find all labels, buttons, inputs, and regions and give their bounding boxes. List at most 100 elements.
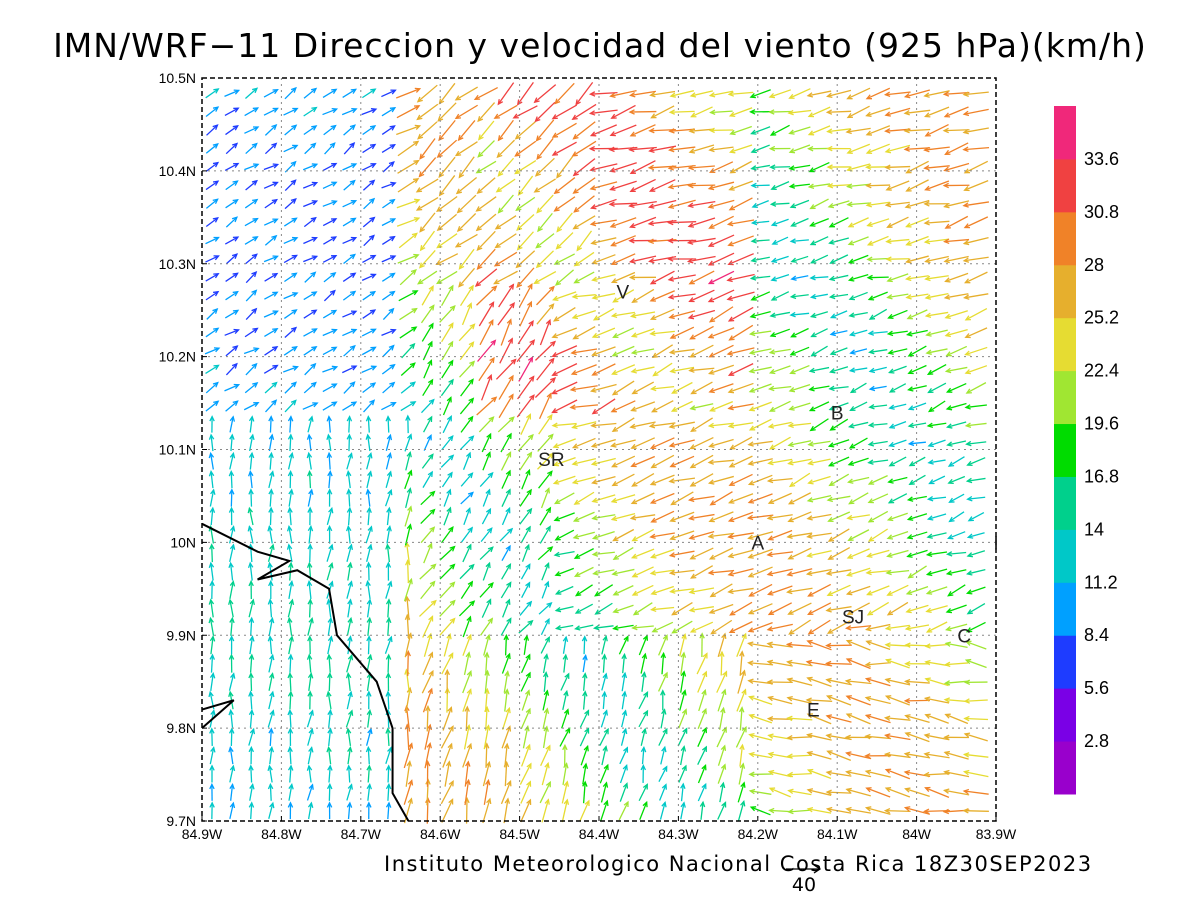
wind-arrow [395,88,421,99]
wind-arrowhead [554,280,562,286]
wind-arrowhead [525,671,531,679]
wind-arrow [829,386,849,390]
wind-arrow [269,489,273,507]
wind-arrow [553,291,577,301]
wind-arrow [537,453,554,470]
wind-arrow [708,459,735,464]
wind-arrowhead [545,780,551,788]
wind-arrowhead [366,764,372,771]
wind-arrowhead [369,197,376,204]
wind-arrowhead [687,222,695,228]
wind-arrowhead [848,443,856,449]
wind-arrow [284,327,297,339]
wind-arrow [205,88,219,99]
wind-arrowhead [689,463,696,469]
wind-arrowhead [825,806,833,813]
wind-arrowhead [426,632,433,640]
wind-arrowhead [648,127,655,134]
wind-arrow [966,382,987,394]
wind-arrow [729,455,753,468]
wind-arrow [249,563,253,581]
wind-arrow [963,91,989,96]
wind-arrow [708,270,735,285]
wind-arrowhead [448,725,454,732]
wind-arrowhead [213,88,220,94]
wind-arrowhead [505,598,511,605]
wind-arrowhead [602,672,608,679]
wind-arrowhead [629,222,636,229]
wind-arrow [630,178,656,192]
wind-arrowhead [707,369,715,375]
wind-arrowhead [516,244,523,251]
wind-arrow [205,400,219,412]
wind-arrowhead [547,546,554,552]
wind-arrowhead [543,689,550,696]
wind-arrow [964,237,989,245]
wind-arrowhead [612,333,619,339]
wind-arrowhead [866,590,873,596]
wind-arrow [244,382,258,394]
wind-arrow [885,165,911,169]
wind-arrow [640,653,646,674]
wind-arrowhead [805,697,812,703]
wind-arrowhead [864,733,871,740]
wind-arrowhead [621,671,628,679]
wind-arrowhead [308,746,314,753]
wind-arrow [554,82,575,104]
wind-arrow [346,453,353,470]
wind-arrowhead [370,108,378,114]
wind-arrow [460,379,474,397]
wind-arrow [847,105,870,119]
wind-arrowhead [649,91,656,98]
wind-arrowhead [766,641,773,647]
wind-arrow [403,780,413,805]
wind-arrowhead [228,690,234,697]
wind-arrow [728,363,754,376]
wind-arrowhead [884,677,891,684]
wind-arrowhead [268,745,275,753]
wind-arrowhead [543,725,549,732]
wind-arrowhead [208,470,215,477]
wind-arrowhead [728,111,736,117]
wind-arrow [730,601,753,616]
wind-arrowhead [288,488,294,495]
wind-arrowhead [311,255,319,261]
wind-arrowhead [590,460,598,466]
colorbar-label: 8.4 [1084,625,1109,645]
wind-arrow [553,307,576,322]
wind-arrowhead [829,313,837,319]
wind-arrowhead [573,278,580,284]
x-tick-label: 84.3W [658,826,699,842]
wind-arrowhead [473,94,481,100]
wind-arrowhead [962,146,969,153]
wind-arrow [849,437,868,449]
wind-arrowhead [563,689,569,697]
wind-arrowhead [867,422,875,428]
wind-arrow [592,514,616,520]
wind-arrow [906,179,929,192]
wind-arrow [885,678,911,686]
wind-arrow [424,743,431,769]
wind-arrow [519,601,532,616]
station-label: I [993,533,998,554]
wind-arrow [484,689,488,713]
wind-arrow [670,511,695,522]
wind-arrowhead [469,600,476,607]
wind-arrowhead [466,688,472,695]
wind-arrow [928,513,947,520]
wind-arrow [592,254,616,264]
wind-arrowhead [650,463,657,469]
wind-arrow [791,327,809,338]
wind-arrow [443,634,451,657]
wind-arrow [749,383,772,393]
wind-arrow [768,529,793,541]
wind-arrow [887,273,909,282]
wind-arrow [749,418,772,431]
wind-arrow [342,163,357,171]
wind-arrow [728,403,754,410]
wind-arrow [697,708,707,730]
wind-arrowhead [628,274,636,281]
wind-arrow [480,527,493,543]
wind-arrow [768,458,793,465]
wind-arrowhead [248,745,255,753]
